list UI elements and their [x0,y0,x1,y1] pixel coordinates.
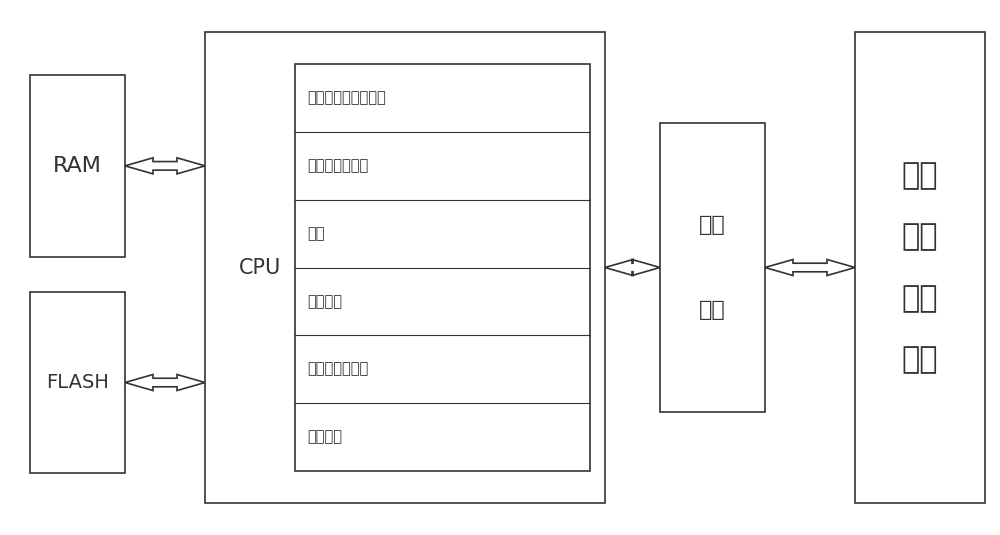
Polygon shape [125,374,205,391]
Text: 语言、组态解析: 语言、组态解析 [307,158,368,173]
Text: 快速: 快速 [902,160,938,190]
Bar [30,292,125,473]
Text: 电路: 电路 [699,300,726,320]
Bar [660,123,765,412]
Polygon shape [605,259,660,276]
Polygon shape [125,158,205,174]
Bar [295,64,590,471]
Text: RAM: RAM [53,156,102,176]
Text: FLASH: FLASH [46,373,109,392]
Text: 数据: 数据 [902,222,938,251]
Text: CPU: CPU [239,257,281,278]
Bar [205,32,605,503]
Text: 信号采样和参数获取: 信号采样和参数获取 [307,90,386,105]
Text: 输出与指令下发: 输出与指令下发 [307,362,368,377]
Text: 接口: 接口 [902,345,938,374]
Bar [855,32,985,503]
Text: 隔离: 隔离 [699,215,726,235]
Bar [30,75,125,257]
Text: 总线: 总线 [902,284,938,313]
Text: 逻辑控制: 逻辑控制 [307,294,342,309]
Polygon shape [765,259,855,276]
Text: 运算: 运算 [307,226,324,241]
Text: 任务调度: 任务调度 [307,430,342,445]
